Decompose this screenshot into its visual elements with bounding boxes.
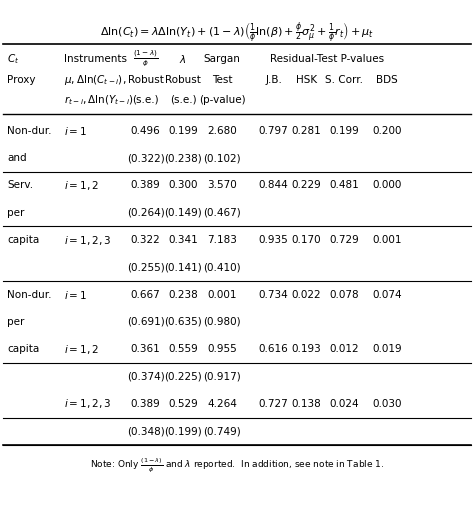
Text: $\Delta \ln(C_t) = \lambda \Delta \ln(Y_t) + (1-\lambda)\left(\frac{1}{\phi}\ln(: $\Delta \ln(C_t) = \lambda \Delta \ln(Y_… xyxy=(100,20,374,45)
Text: (p-value): (p-value) xyxy=(199,95,246,105)
Text: J.B.: J.B. xyxy=(265,75,282,85)
Text: 0.300: 0.300 xyxy=(168,181,198,190)
Text: 0.797: 0.797 xyxy=(259,126,288,136)
Text: 0.012: 0.012 xyxy=(329,344,359,354)
Text: 0.200: 0.200 xyxy=(372,126,401,136)
Text: $i = 1, 2, 3$: $i = 1, 2, 3$ xyxy=(64,234,111,247)
Text: (0.467): (0.467) xyxy=(203,208,241,218)
Text: (0.322): (0.322) xyxy=(127,153,164,163)
Text: 0.529: 0.529 xyxy=(168,399,198,409)
Text: Instruments: Instruments xyxy=(64,54,127,64)
Text: $i = 1$: $i = 1$ xyxy=(64,288,87,301)
Text: $\mu, \Delta \ln(C_{t-i}),$: $\mu, \Delta \ln(C_{t-i}),$ xyxy=(64,73,126,87)
Text: Robust: Robust xyxy=(128,75,164,85)
Text: (0.374): (0.374) xyxy=(127,372,164,381)
Text: BDS: BDS xyxy=(376,75,398,85)
Text: $i = 1, 2, 3$: $i = 1, 2, 3$ xyxy=(64,397,111,410)
Text: 0.844: 0.844 xyxy=(259,181,288,190)
Text: (s.e.): (s.e.) xyxy=(132,95,159,105)
Text: per: per xyxy=(8,317,25,327)
Text: 0.238: 0.238 xyxy=(168,289,198,300)
Text: Proxy: Proxy xyxy=(8,75,36,85)
Text: 0.734: 0.734 xyxy=(259,289,288,300)
Text: 0.022: 0.022 xyxy=(292,289,321,300)
Text: $i = 1$: $i = 1$ xyxy=(64,125,87,137)
Text: 0.001: 0.001 xyxy=(207,289,237,300)
Text: 4.264: 4.264 xyxy=(207,399,237,409)
Text: (0.980): (0.980) xyxy=(203,317,241,327)
Text: 0.667: 0.667 xyxy=(131,289,161,300)
Text: 3.570: 3.570 xyxy=(207,181,237,190)
Text: Serv.: Serv. xyxy=(8,181,34,190)
Text: (0.917): (0.917) xyxy=(203,372,241,381)
Text: $C_t$: $C_t$ xyxy=(8,52,20,66)
Text: (0.691): (0.691) xyxy=(127,317,164,327)
Text: (s.e.): (s.e.) xyxy=(170,95,196,105)
Text: 0.229: 0.229 xyxy=(292,181,321,190)
Text: S. Corr.: S. Corr. xyxy=(325,75,363,85)
Text: 0.281: 0.281 xyxy=(292,126,321,136)
Text: (0.102): (0.102) xyxy=(203,153,241,163)
Text: 0.000: 0.000 xyxy=(372,181,401,190)
Text: 0.481: 0.481 xyxy=(329,181,359,190)
Text: (0.264): (0.264) xyxy=(127,208,164,218)
Text: 0.199: 0.199 xyxy=(168,126,198,136)
Text: 0.001: 0.001 xyxy=(372,235,401,245)
Text: (0.199): (0.199) xyxy=(164,426,202,436)
Text: 0.616: 0.616 xyxy=(259,344,288,354)
Text: Robust: Robust xyxy=(165,75,201,85)
Text: (0.749): (0.749) xyxy=(203,426,241,436)
Text: Residual-Test P-values: Residual-Test P-values xyxy=(270,54,384,64)
Text: $i = 1, 2$: $i = 1, 2$ xyxy=(64,343,99,356)
Text: HSK: HSK xyxy=(296,75,317,85)
Text: 0.935: 0.935 xyxy=(259,235,288,245)
Text: (0.238): (0.238) xyxy=(164,153,202,163)
Text: Non-dur.: Non-dur. xyxy=(8,289,52,300)
Text: 0.389: 0.389 xyxy=(131,181,161,190)
Text: $\frac{(1-\lambda)}{\phi}$: $\frac{(1-\lambda)}{\phi}$ xyxy=(133,49,158,69)
Text: (0.149): (0.149) xyxy=(164,208,202,218)
Text: (0.410): (0.410) xyxy=(203,262,241,272)
Text: Test: Test xyxy=(212,75,232,85)
Text: 7.183: 7.183 xyxy=(207,235,237,245)
Text: 0.030: 0.030 xyxy=(372,399,401,409)
Text: capita: capita xyxy=(8,235,40,245)
Text: 0.496: 0.496 xyxy=(131,126,161,136)
Text: 0.955: 0.955 xyxy=(207,344,237,354)
Text: $r_{t-i}, \Delta \ln(Y_{t-i})$: $r_{t-i}, \Delta \ln(Y_{t-i})$ xyxy=(64,93,134,107)
Text: 0.170: 0.170 xyxy=(292,235,321,245)
Text: 0.074: 0.074 xyxy=(372,289,401,300)
Text: 0.138: 0.138 xyxy=(292,399,321,409)
Text: Sargan: Sargan xyxy=(203,54,240,64)
Text: 2.680: 2.680 xyxy=(207,126,237,136)
Text: 0.322: 0.322 xyxy=(131,235,161,245)
Text: 0.361: 0.361 xyxy=(131,344,161,354)
Text: (0.348): (0.348) xyxy=(127,426,164,436)
Text: $i = 1, 2$: $i = 1, 2$ xyxy=(64,179,99,192)
Text: 0.341: 0.341 xyxy=(168,235,198,245)
Text: 0.729: 0.729 xyxy=(329,235,359,245)
Text: (0.255): (0.255) xyxy=(127,262,164,272)
Text: 0.078: 0.078 xyxy=(329,289,359,300)
Text: 0.193: 0.193 xyxy=(292,344,321,354)
Text: 0.559: 0.559 xyxy=(168,344,198,354)
Text: Note: Only $\frac{(1-\lambda)}{\phi}$ and $\lambda$ reported.  In addition, see : Note: Only $\frac{(1-\lambda)}{\phi}$ an… xyxy=(90,456,384,474)
Text: capita: capita xyxy=(8,344,40,354)
Text: 0.199: 0.199 xyxy=(329,126,359,136)
Text: 0.727: 0.727 xyxy=(259,399,288,409)
Text: (0.141): (0.141) xyxy=(164,262,202,272)
Text: $\lambda$: $\lambda$ xyxy=(179,53,187,65)
Text: per: per xyxy=(8,208,25,218)
Text: 0.019: 0.019 xyxy=(372,344,401,354)
Text: (0.225): (0.225) xyxy=(164,372,202,381)
Text: 0.024: 0.024 xyxy=(329,399,359,409)
Text: Non-dur.: Non-dur. xyxy=(8,126,52,136)
Text: and: and xyxy=(8,153,27,163)
Text: (0.635): (0.635) xyxy=(164,317,202,327)
Text: 0.389: 0.389 xyxy=(131,399,161,409)
